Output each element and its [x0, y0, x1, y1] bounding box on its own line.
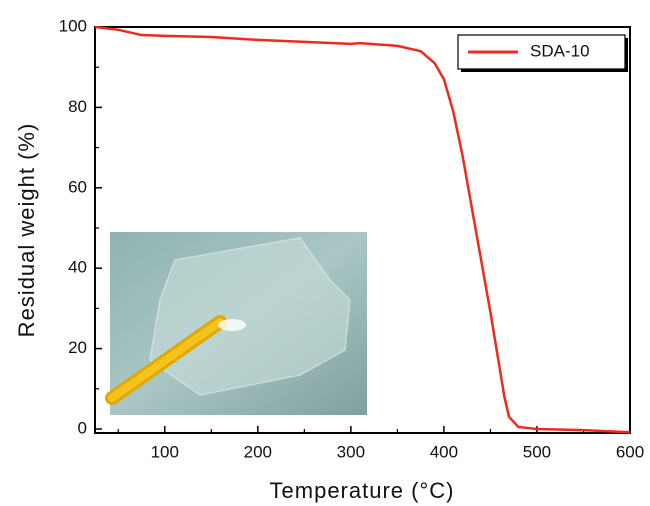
y-tick-label: 60: [68, 177, 87, 196]
x-tick-label: 400: [430, 442, 458, 461]
plot-frame: [94, 26, 631, 434]
y-tick-label: 40: [68, 258, 87, 277]
legend-label: SDA-10: [530, 41, 590, 60]
x-tick-label: 200: [244, 442, 272, 461]
y-tick-label: 80: [68, 97, 87, 116]
x-tick-label: 100: [151, 442, 179, 461]
y-tick-label: 20: [68, 338, 87, 357]
x-tick-label: 500: [523, 442, 551, 461]
y-tick-label: 100: [59, 16, 87, 35]
y-axis-title: Residual weight (%): [14, 123, 39, 338]
inset-photo: [105, 232, 367, 415]
y-tick-label: 0: [78, 418, 87, 437]
data-line: [94, 25, 631, 434]
x-tick-label: 600: [616, 442, 644, 461]
x-axis-title: Temperature (°C): [270, 478, 455, 503]
x-tick-label: 300: [337, 442, 365, 461]
